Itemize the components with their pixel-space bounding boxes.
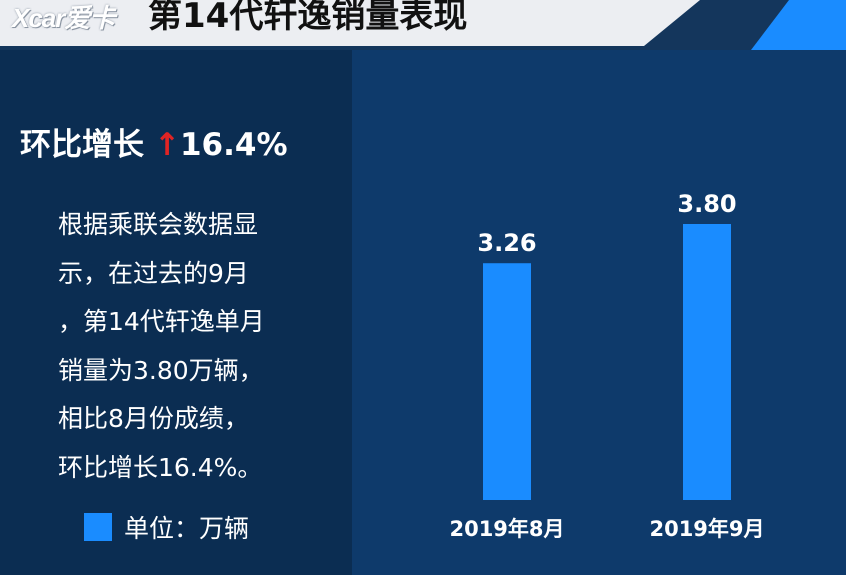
description-line: ，第14代轩逸单月 — [58, 307, 265, 336]
category-label: 2019年9月 — [649, 517, 764, 541]
growth-value: 16.4% — [179, 127, 288, 163]
description: 根据乘联会数据显 示，在过去的9月 ，第14代轩逸单月 销量为3.80万辆， 相… — [58, 201, 348, 492]
title-bar — [0, 0, 700, 46]
xcar-logo: Xcar爱卡 — [12, 3, 115, 33]
legend-label: 单位：万辆 — [124, 514, 250, 543]
growth-headline: 环比增长 ↑16.4% — [20, 120, 288, 170]
page-title: 第14代轩逸销量表现 — [148, 0, 468, 36]
category-label: 2019年8月 — [449, 517, 564, 541]
growth-label: 环比增长 — [20, 127, 144, 163]
bar-value-label: 3.80 — [677, 190, 736, 218]
description-line: 根据乘联会数据显 — [58, 210, 259, 239]
description-line: 环比增长16.4%。 — [58, 452, 263, 482]
legend-swatch — [84, 513, 112, 541]
description-line: 相比8月份成绩， — [58, 404, 249, 433]
bar-chart: 3.26 2019年8月 3.80 2019年9月 — [449, 190, 764, 541]
description-line: 示，在过去的9月 — [58, 258, 249, 288]
bar-1 — [483, 263, 531, 500]
up-arrow-icon: ↑ — [154, 127, 180, 163]
legend: 单位：万辆 — [84, 507, 249, 547]
left-panel — [0, 50, 352, 575]
right-panel — [352, 50, 846, 575]
bar-value-label: 3.26 — [477, 229, 536, 257]
description-line: 销量为3.80万辆， — [58, 355, 264, 385]
bar-2 — [683, 224, 731, 500]
